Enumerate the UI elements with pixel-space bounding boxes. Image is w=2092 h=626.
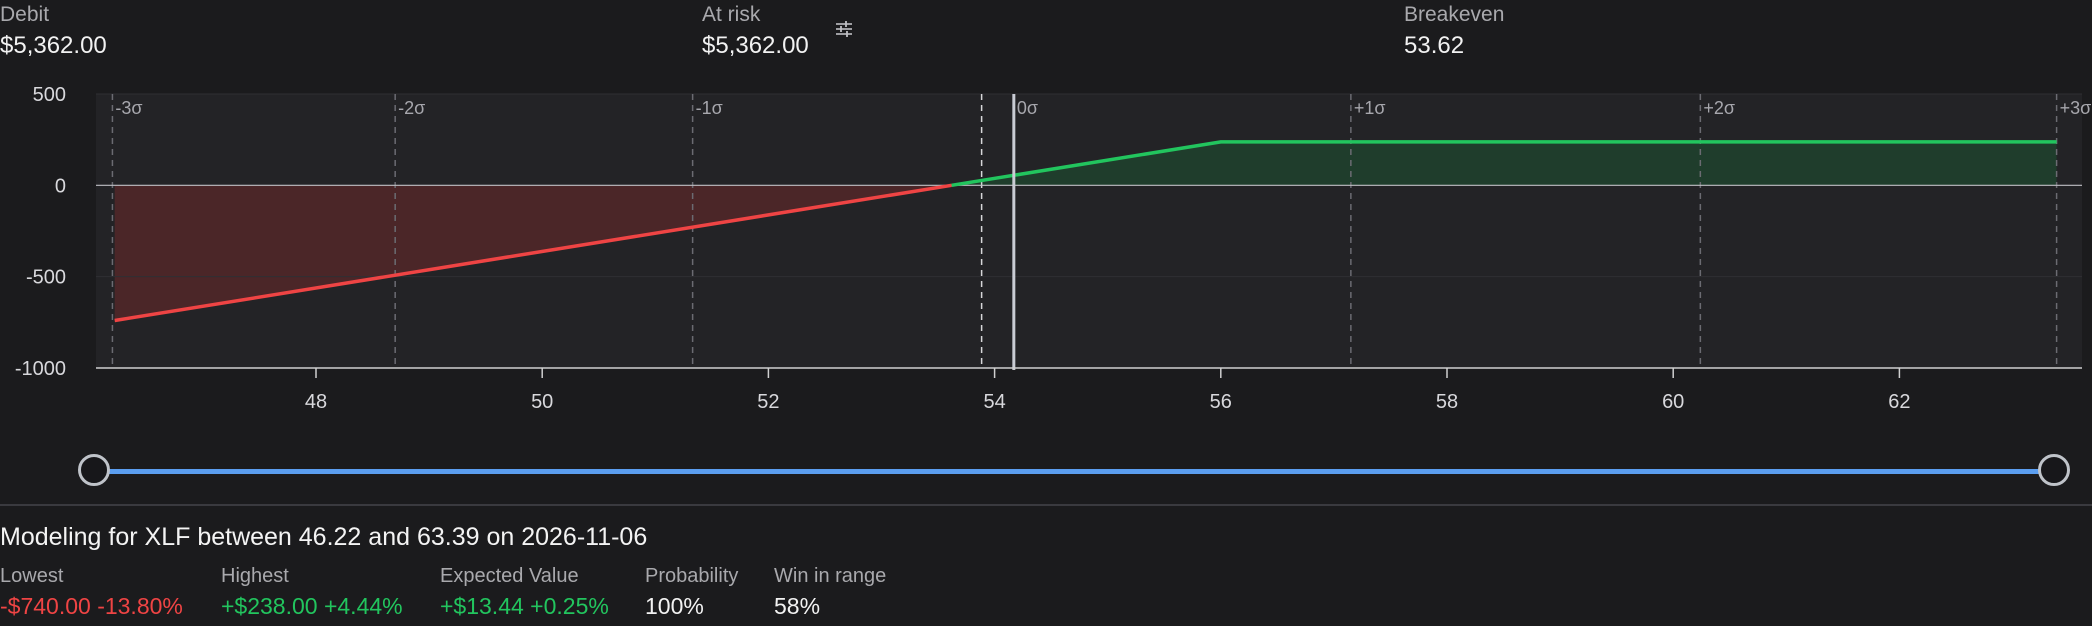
range-min-handle[interactable] xyxy=(78,454,110,486)
win-in-range-metric: Win in range 58% xyxy=(774,562,886,622)
probability-label: Probability xyxy=(645,565,739,587)
sigma-label: +2σ xyxy=(1703,98,1735,118)
sigma-label: +1σ xyxy=(1354,98,1386,118)
y-tick-label: 0 xyxy=(55,175,66,197)
modeling-title: Modeling for XLF between 46.22 and 63.39… xyxy=(0,523,648,551)
loss-area xyxy=(114,185,952,321)
breakeven-value: 53.62 xyxy=(1404,32,1465,59)
lowest-label: Lowest xyxy=(0,565,64,587)
at-risk-stat: At risk $5,362.00 xyxy=(702,0,809,62)
section-divider xyxy=(0,504,2092,506)
range-max-handle[interactable] xyxy=(2038,454,2070,486)
highest-label: Highest xyxy=(221,565,289,587)
profit-line xyxy=(951,140,2057,188)
breakeven-stat: Breakeven 53.62 xyxy=(1404,0,1504,62)
profit-area xyxy=(951,141,2057,186)
debit-value: $5,362.00 xyxy=(0,32,107,59)
sigma-label: +3σ xyxy=(2060,98,2092,118)
x-tick-label: 50 xyxy=(531,391,553,413)
probability-value: 100% xyxy=(645,593,704,619)
y-tick-label: 500 xyxy=(33,84,66,106)
sigma-label: -1σ xyxy=(696,98,723,118)
sigma-label: 0σ xyxy=(1017,98,1038,118)
payoff-chart[interactable]: -3σ -2σ -1σ 0σ +1σ +2σ +3σ 48 50 52 54 56 58 60 62 500… xyxy=(0,80,2092,440)
debit-label: Debit xyxy=(0,3,50,26)
expected-value-value: +$13.44 +0.25% xyxy=(440,593,609,619)
at-risk-value: $5,362.00 xyxy=(702,32,809,59)
sliders-icon[interactable] xyxy=(834,20,854,38)
at-risk-label: At risk xyxy=(702,3,761,26)
expected-value-label: Expected Value xyxy=(440,565,579,587)
debit-stat: Debit $5,362.00 xyxy=(0,0,107,62)
x-tick-label: 58 xyxy=(1436,391,1458,413)
x-tick-label: 52 xyxy=(757,391,779,413)
y-tick-label: -1000 xyxy=(15,358,66,380)
highest-value: +$238.00 +4.44% xyxy=(221,593,403,619)
x-tick-label: 48 xyxy=(305,391,327,413)
expected-value-metric: Expected Value +$13.44 +0.25% xyxy=(440,562,609,622)
highest-metric: Highest +$238.00 +4.44% xyxy=(221,562,403,622)
breakeven-label: Breakeven xyxy=(1404,3,1505,26)
x-tick-label: 56 xyxy=(1210,391,1232,413)
sigma-label: -3σ xyxy=(115,98,142,118)
x-tick-label: 54 xyxy=(983,391,1005,413)
range-slider[interactable] xyxy=(74,452,2074,490)
lowest-metric: Lowest -$740.00 -13.80% xyxy=(0,562,183,622)
win-in-range-value: 58% xyxy=(774,593,821,619)
x-tick-label: 60 xyxy=(1662,391,1684,413)
win-in-range-label: Win in range xyxy=(774,565,887,587)
sigma-label: -2σ xyxy=(398,98,425,118)
probability-metric: Probability 100% xyxy=(645,562,738,622)
loss-line xyxy=(114,183,952,323)
lowest-value: -$740.00 -13.80% xyxy=(0,593,183,619)
x-tick-label: 62 xyxy=(1888,391,1910,413)
y-tick-label: -500 xyxy=(26,267,66,289)
range-slider-track[interactable] xyxy=(96,469,2052,474)
